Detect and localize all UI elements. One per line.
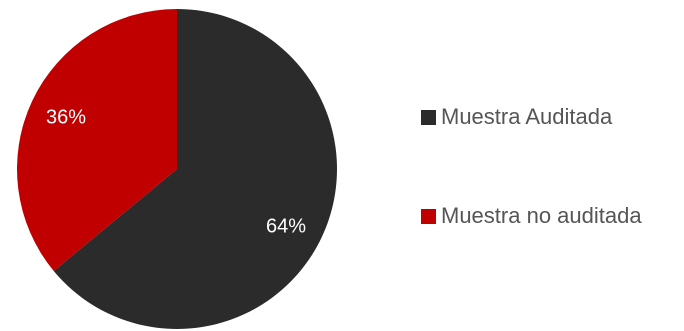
legend-item-muestra-auditada: Muestra Auditada	[421, 104, 612, 130]
legend-item-muestra-no-auditada: Muestra no auditada	[421, 203, 642, 229]
data-label-muestra-no-auditada: 36%	[46, 106, 86, 128]
legend-label-muestra-no-auditada: Muestra no auditada	[441, 203, 642, 228]
pie-slices	[17, 9, 338, 329]
legend-swatch-muestra-auditada	[421, 109, 436, 125]
data-label-muestra-auditada: 64%	[266, 215, 306, 237]
pie-slice-muestra-auditada	[53, 9, 338, 329]
legend-label-muestra-auditada: Muestra Auditada	[441, 104, 613, 129]
pie-slice-muestra-no-auditada	[17, 9, 177, 271]
legend-swatch-muestra-no-auditada	[421, 208, 436, 224]
chart-legend: Muestra Auditada Muestra no auditada	[421, 0, 684, 331]
pie-data-labels: 64% 36%	[46, 106, 306, 237]
